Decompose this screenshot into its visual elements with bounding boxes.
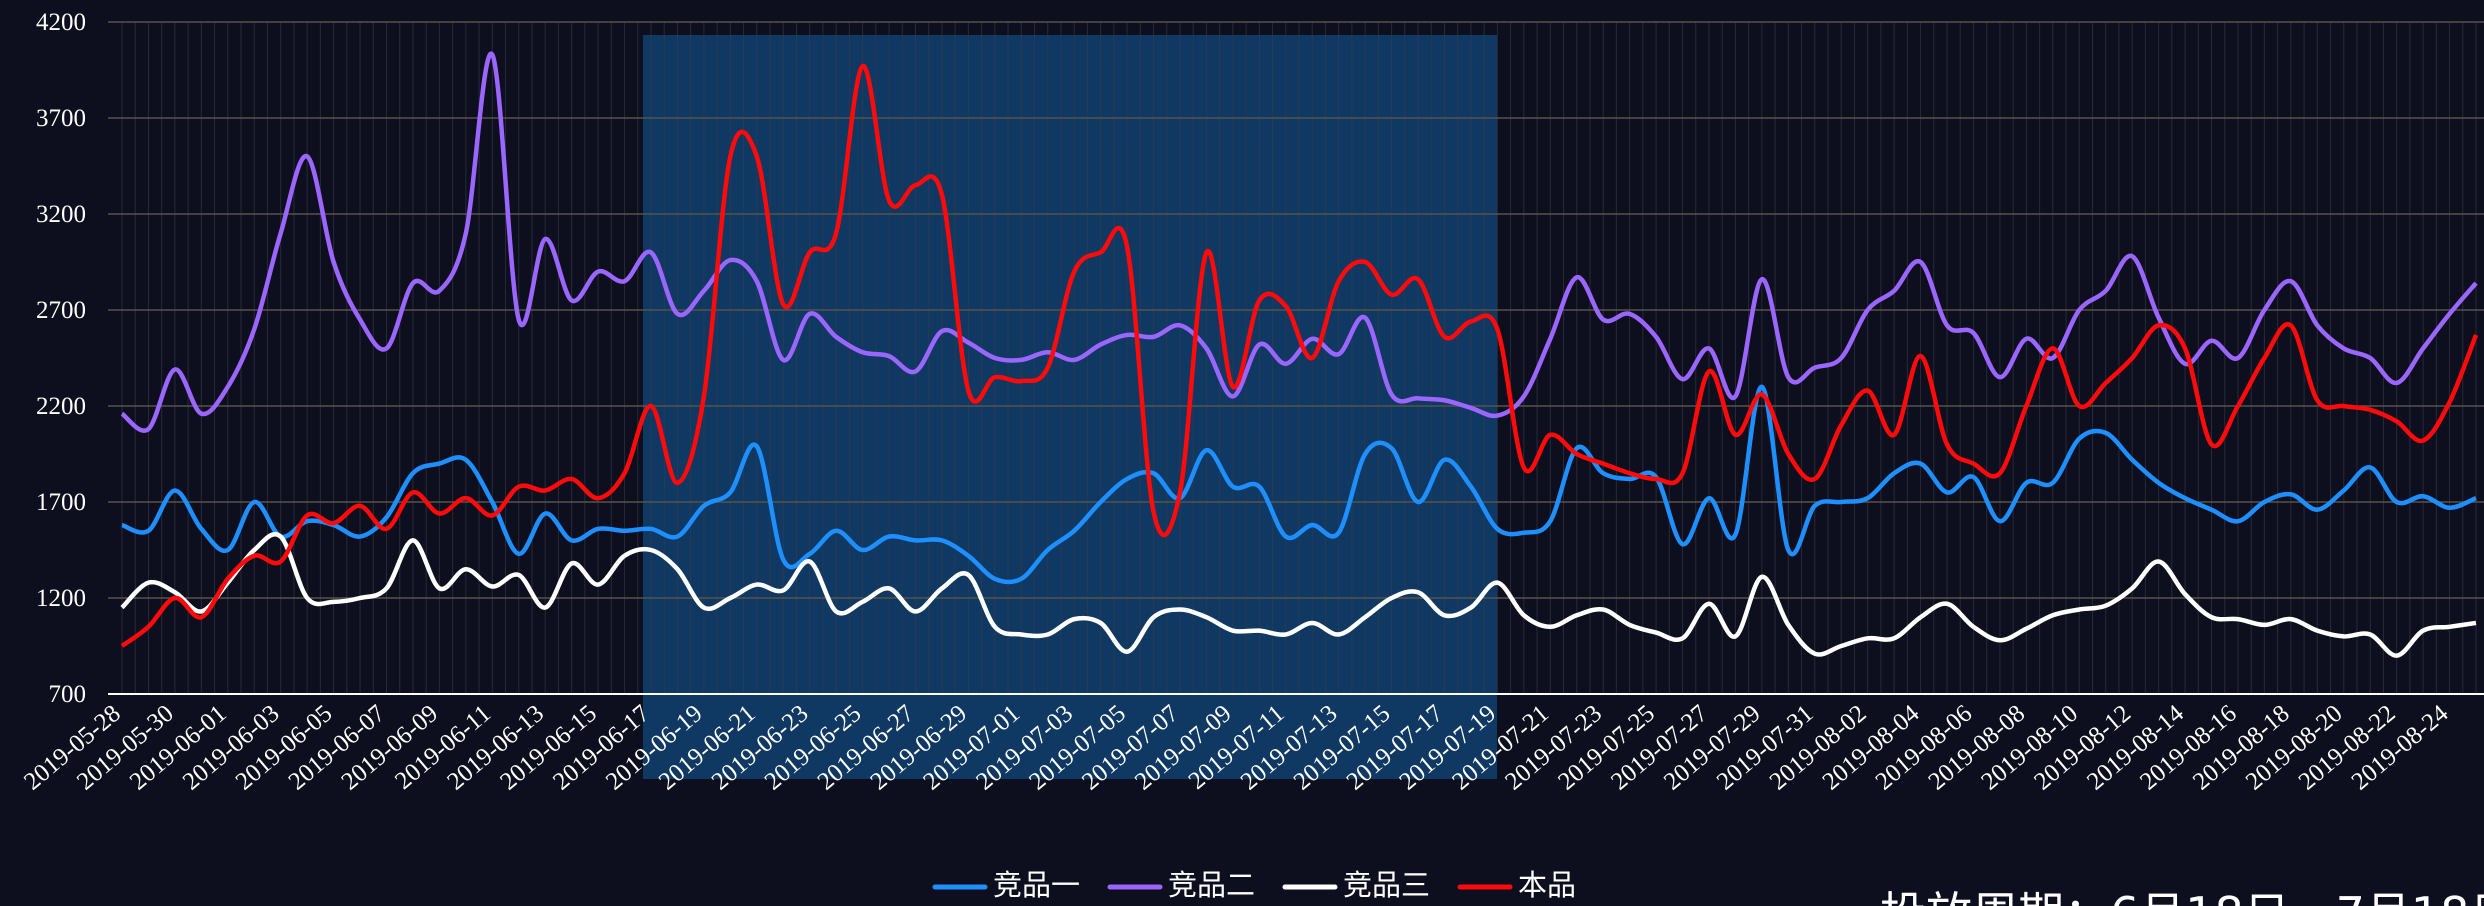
series-line bbox=[120, 63, 2479, 648]
annotation: 投放周期：6月18日 - 7月18日 bbox=[1880, 887, 2484, 906]
legend-label: 竞品二 bbox=[1168, 868, 1255, 902]
y-tick-label: 1700 bbox=[36, 489, 86, 516]
legend-label: 竞品三 bbox=[1343, 868, 1430, 902]
campaign-highlight bbox=[643, 35, 1497, 779]
series-line bbox=[120, 531, 2477, 658]
series-line bbox=[121, 384, 2477, 585]
y-tick-label: 3200 bbox=[36, 201, 86, 228]
legend-label: 本品 bbox=[1518, 868, 1576, 902]
y-tick-label: 3700 bbox=[36, 105, 86, 132]
series-line bbox=[120, 51, 2478, 433]
legend-label: 竞品一 bbox=[993, 868, 1080, 902]
y-tick-label: 1200 bbox=[36, 585, 86, 612]
y-tick-label: 4200 bbox=[36, 9, 86, 36]
lines bbox=[120, 51, 2479, 658]
y-tick-label: 2200 bbox=[36, 393, 86, 420]
legend: 竞品一 竞品二 竞品三 本品 bbox=[932, 868, 1576, 902]
y-tick-label: 700 bbox=[49, 681, 87, 708]
y-tick-label: 2700 bbox=[36, 297, 86, 324]
